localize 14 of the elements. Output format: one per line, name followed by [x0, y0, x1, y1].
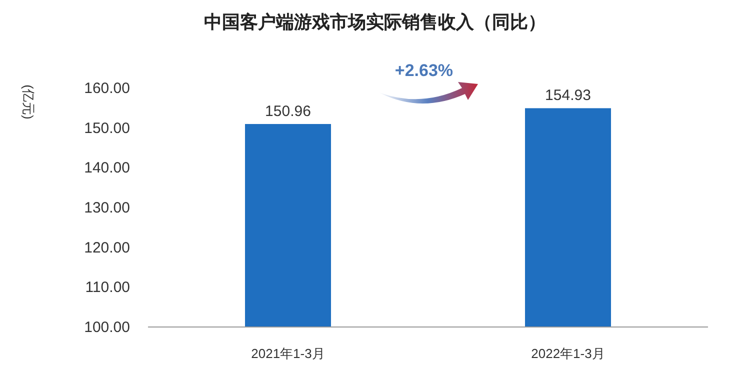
y-axis-title: (亿元): [21, 84, 36, 120]
y-tick-label: 110.00: [85, 279, 130, 296]
y-tick-label: 130.00: [84, 200, 130, 216]
y-tick-label: 140.00: [84, 160, 130, 177]
y-tick-label: 120.00: [84, 239, 130, 256]
data-label: 154.93: [545, 87, 591, 104]
text: +2.63%: [394, 61, 454, 80]
chart-title: 中国客户端游戏市场实际销售收入（同比）: [204, 12, 546, 32]
y-tick-label: 100.00: [84, 319, 130, 336]
x-tick-label: 2021年1-3月: [251, 346, 325, 361]
data-label: 150.96: [265, 103, 311, 120]
y-tick-label: 160.00: [84, 80, 130, 97]
y-tick-label: 150.00: [84, 120, 130, 137]
x-tick-label: 2022年1-3月: [531, 346, 605, 361]
